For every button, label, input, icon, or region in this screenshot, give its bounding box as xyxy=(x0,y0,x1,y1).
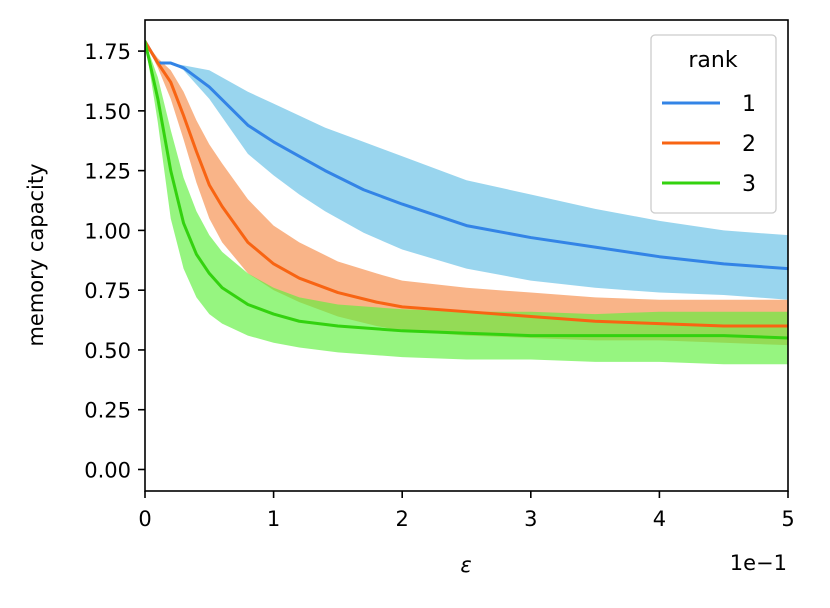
confidence-bands xyxy=(145,41,788,365)
x-tick-label: 5 xyxy=(781,507,794,531)
y-tick-label: 1.50 xyxy=(84,100,131,124)
x-axis-label: ε xyxy=(460,553,471,577)
line-rank-3 xyxy=(145,40,788,340)
x-tick-label: 4 xyxy=(653,507,666,531)
line-rank-2 xyxy=(145,40,788,328)
y-tick-label: 0.75 xyxy=(84,279,131,303)
legend-label-rank-3: 3 xyxy=(742,172,756,197)
band-rank-3 xyxy=(145,41,788,365)
y-axis-ticks: 0.00 0.25 0.50 0.75 1.00 1.25 1.50 1.75 xyxy=(84,40,145,482)
band-rank-1 xyxy=(145,41,788,300)
x-tick-label: 3 xyxy=(524,507,537,531)
x-axis-offset-text: 1e−1 xyxy=(730,551,787,575)
y-axis-label: memory capacity xyxy=(24,163,48,346)
band-rank-2 xyxy=(145,41,788,346)
legend-box xyxy=(650,34,777,214)
plot-frame xyxy=(144,19,789,492)
x-tick-label: 0 xyxy=(138,507,151,531)
y-tick-label: 1.00 xyxy=(84,219,131,243)
x-tick-label: 2 xyxy=(396,507,409,531)
legend-title: rank xyxy=(688,48,737,73)
x-tick-label: 1 xyxy=(267,507,280,531)
y-tick-label: 0.50 xyxy=(84,339,131,363)
y-tick-label: 0.25 xyxy=(84,399,131,423)
series-lines xyxy=(145,40,788,340)
y-tick-label: 1.25 xyxy=(84,160,131,184)
legend-label-rank-2: 2 xyxy=(742,132,756,157)
x-axis-ticks: 0 1 2 3 4 5 xyxy=(138,491,795,531)
legend: rank 1 2 3 xyxy=(650,34,777,214)
y-tick-label: 1.75 xyxy=(84,40,131,64)
legend-label-rank-1: 1 xyxy=(742,92,756,117)
line-rank-1 xyxy=(145,40,788,271)
y-tick-label: 0.00 xyxy=(84,458,131,482)
